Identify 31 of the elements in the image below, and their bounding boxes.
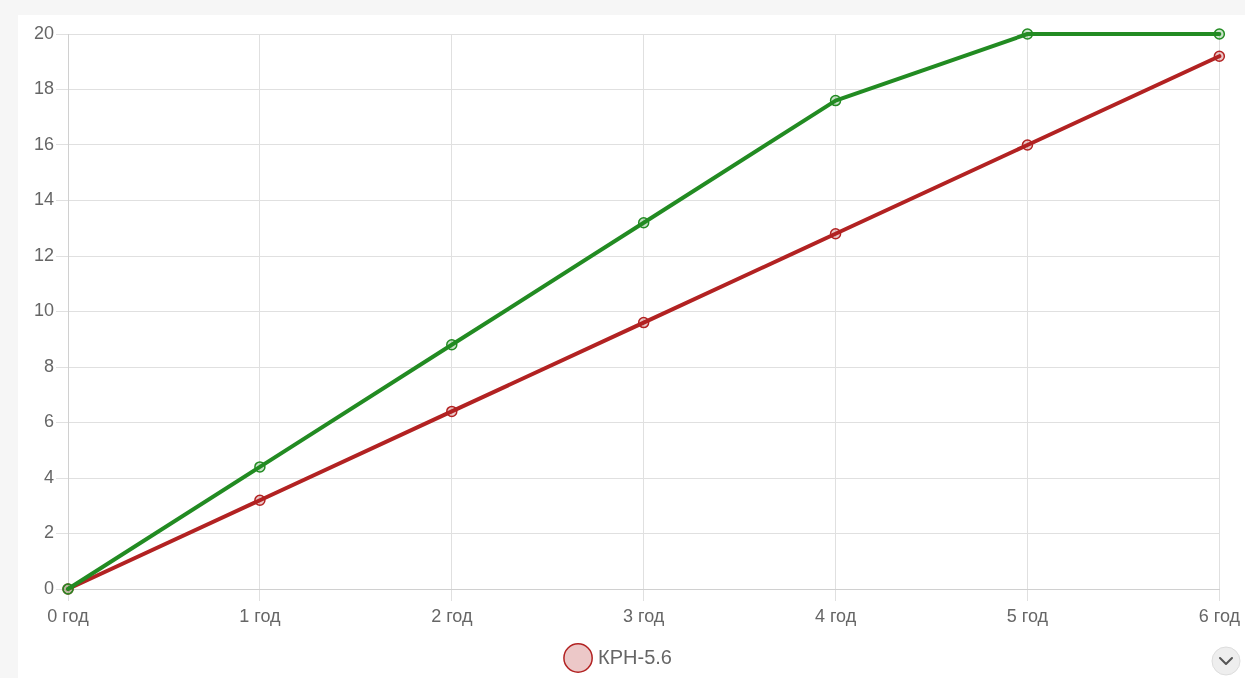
y-tick-label: 20: [33, 22, 54, 43]
y-tick-label: 2: [43, 522, 54, 543]
x-tick-label: 4 год: [814, 605, 857, 626]
y-tick-label: 14: [33, 189, 54, 210]
y-tick-label: 4: [43, 466, 54, 487]
y-tick-label: 10: [33, 300, 54, 321]
x-tick-label: 0 год: [47, 605, 90, 626]
x-tick-label: 2 год: [431, 605, 473, 626]
point: [1021, 28, 1034, 40]
x-tick-label: 3 год: [623, 605, 665, 626]
x-tick-label: 5 год: [1006, 605, 1049, 626]
point: [1213, 28, 1226, 40]
point: [1021, 139, 1034, 151]
x-tick-label: 6 год: [1198, 605, 1241, 626]
point: [446, 339, 458, 351]
point: [637, 216, 650, 229]
point: [254, 494, 266, 506]
y-tick-label: 12: [33, 244, 54, 265]
point: [829, 94, 842, 107]
point: [829, 228, 842, 240]
point: [446, 405, 458, 418]
y-tick-label: 18: [33, 78, 54, 99]
y-tick-label: 8: [43, 355, 54, 376]
point: [254, 461, 266, 473]
x-tick-label: 1 год: [239, 605, 282, 626]
point: [1213, 50, 1226, 62]
y-tick-label: 0: [43, 577, 54, 598]
legend-label: КРН-5.6: [598, 645, 672, 668]
y-tick-label: 6: [43, 411, 54, 432]
y-tick-label: 16: [33, 133, 54, 154]
point: [637, 316, 650, 329]
